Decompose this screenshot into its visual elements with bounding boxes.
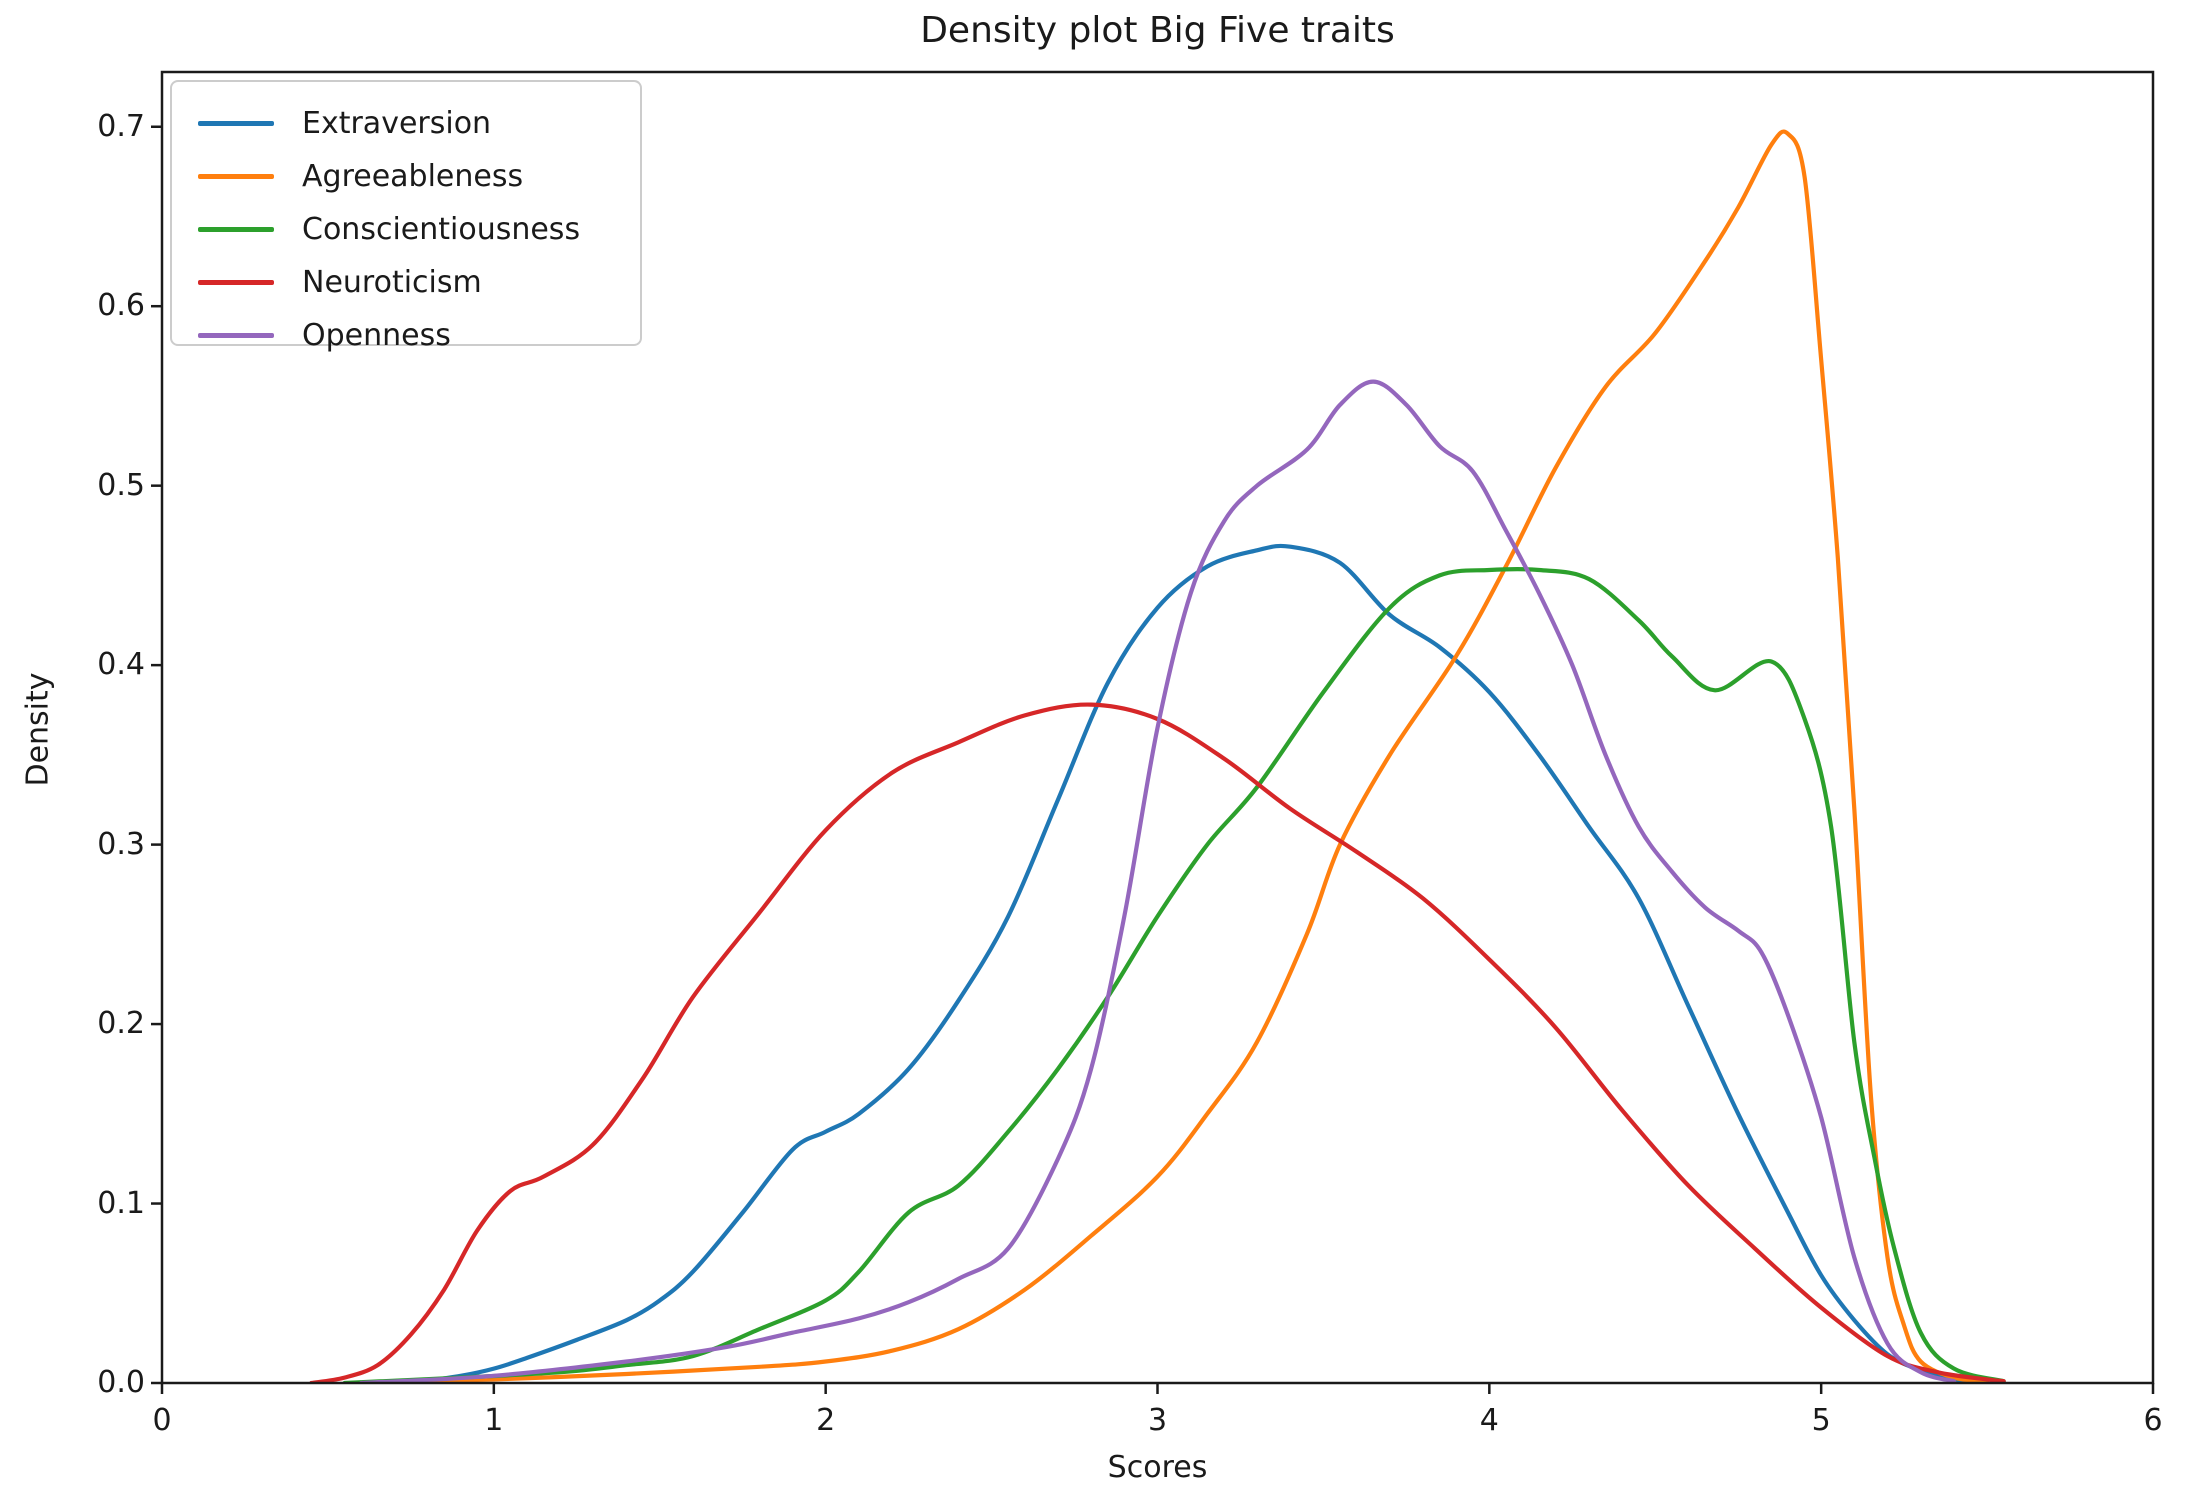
y-tick-label-0.0: 0.0 bbox=[97, 1365, 145, 1400]
x-tick-label-5: 5 bbox=[1811, 1403, 1831, 1438]
legend-label-neuroticism: Neuroticism bbox=[302, 265, 482, 300]
legend-item-agreeableness: Agreeableness bbox=[172, 157, 640, 197]
legend: Extraversion Agreeableness Conscientiousne… bbox=[170, 80, 642, 353]
curve-conscientiousness bbox=[342, 567, 2006, 1383]
legend-item-neuroticism: Neuroticism bbox=[172, 263, 640, 303]
legend-item-extraversion: Extraversion bbox=[172, 104, 640, 144]
legend-label-extraversion: Extraversion bbox=[302, 106, 492, 141]
x-tick-label-2: 2 bbox=[816, 1403, 836, 1438]
x-tick-label-3: 3 bbox=[1147, 1403, 1168, 1438]
y-tick-label-0.3: 0.3 bbox=[97, 826, 145, 862]
y-tick-label-0.6: 0.6 bbox=[97, 288, 145, 324]
x-tick-label-1: 1 bbox=[484, 1403, 504, 1438]
y-tick-label-0.5: 0.5 bbox=[97, 467, 145, 503]
legend-line-agreeableness bbox=[198, 174, 274, 179]
curve-agreeableness bbox=[359, 129, 1990, 1383]
curve-openness bbox=[359, 379, 1956, 1383]
y-axis-label: Density bbox=[20, 672, 56, 787]
plot-frame bbox=[160, 70, 2155, 1385]
x-tick-label-4: 4 bbox=[1479, 1403, 1499, 1438]
curve-neuroticism bbox=[309, 702, 2006, 1383]
legend-line-openness bbox=[198, 333, 274, 338]
y-tick-label-0.2: 0.2 bbox=[97, 1006, 145, 1042]
legend-line-neuroticism bbox=[198, 280, 274, 285]
legend-item-openness: Openness bbox=[172, 316, 640, 356]
x-tick-label-6: 6 bbox=[2143, 1403, 2163, 1438]
legend-label-openness: Openness bbox=[302, 318, 451, 353]
x-tick-label-0: 0 bbox=[152, 1403, 172, 1438]
legend-label-conscientiousness: Conscientiousness bbox=[302, 212, 581, 247]
legend-label-agreeableness: Agreeableness bbox=[302, 159, 524, 194]
y-tick-label-0.4: 0.4 bbox=[97, 647, 145, 683]
curve-extraversion bbox=[408, 543, 1990, 1383]
y-tick-label-0.7: 0.7 bbox=[97, 108, 145, 144]
x-axis-label: Scores bbox=[1107, 1450, 1208, 1485]
legend-item-conscientiousness: Conscientiousness bbox=[172, 210, 640, 250]
y-tick-label-0.1: 0.1 bbox=[97, 1185, 145, 1221]
legend-line-conscientiousness bbox=[198, 227, 274, 232]
chart-title: Density plot Big Five traits bbox=[920, 10, 1395, 51]
legend-line-extraversion bbox=[198, 121, 274, 126]
